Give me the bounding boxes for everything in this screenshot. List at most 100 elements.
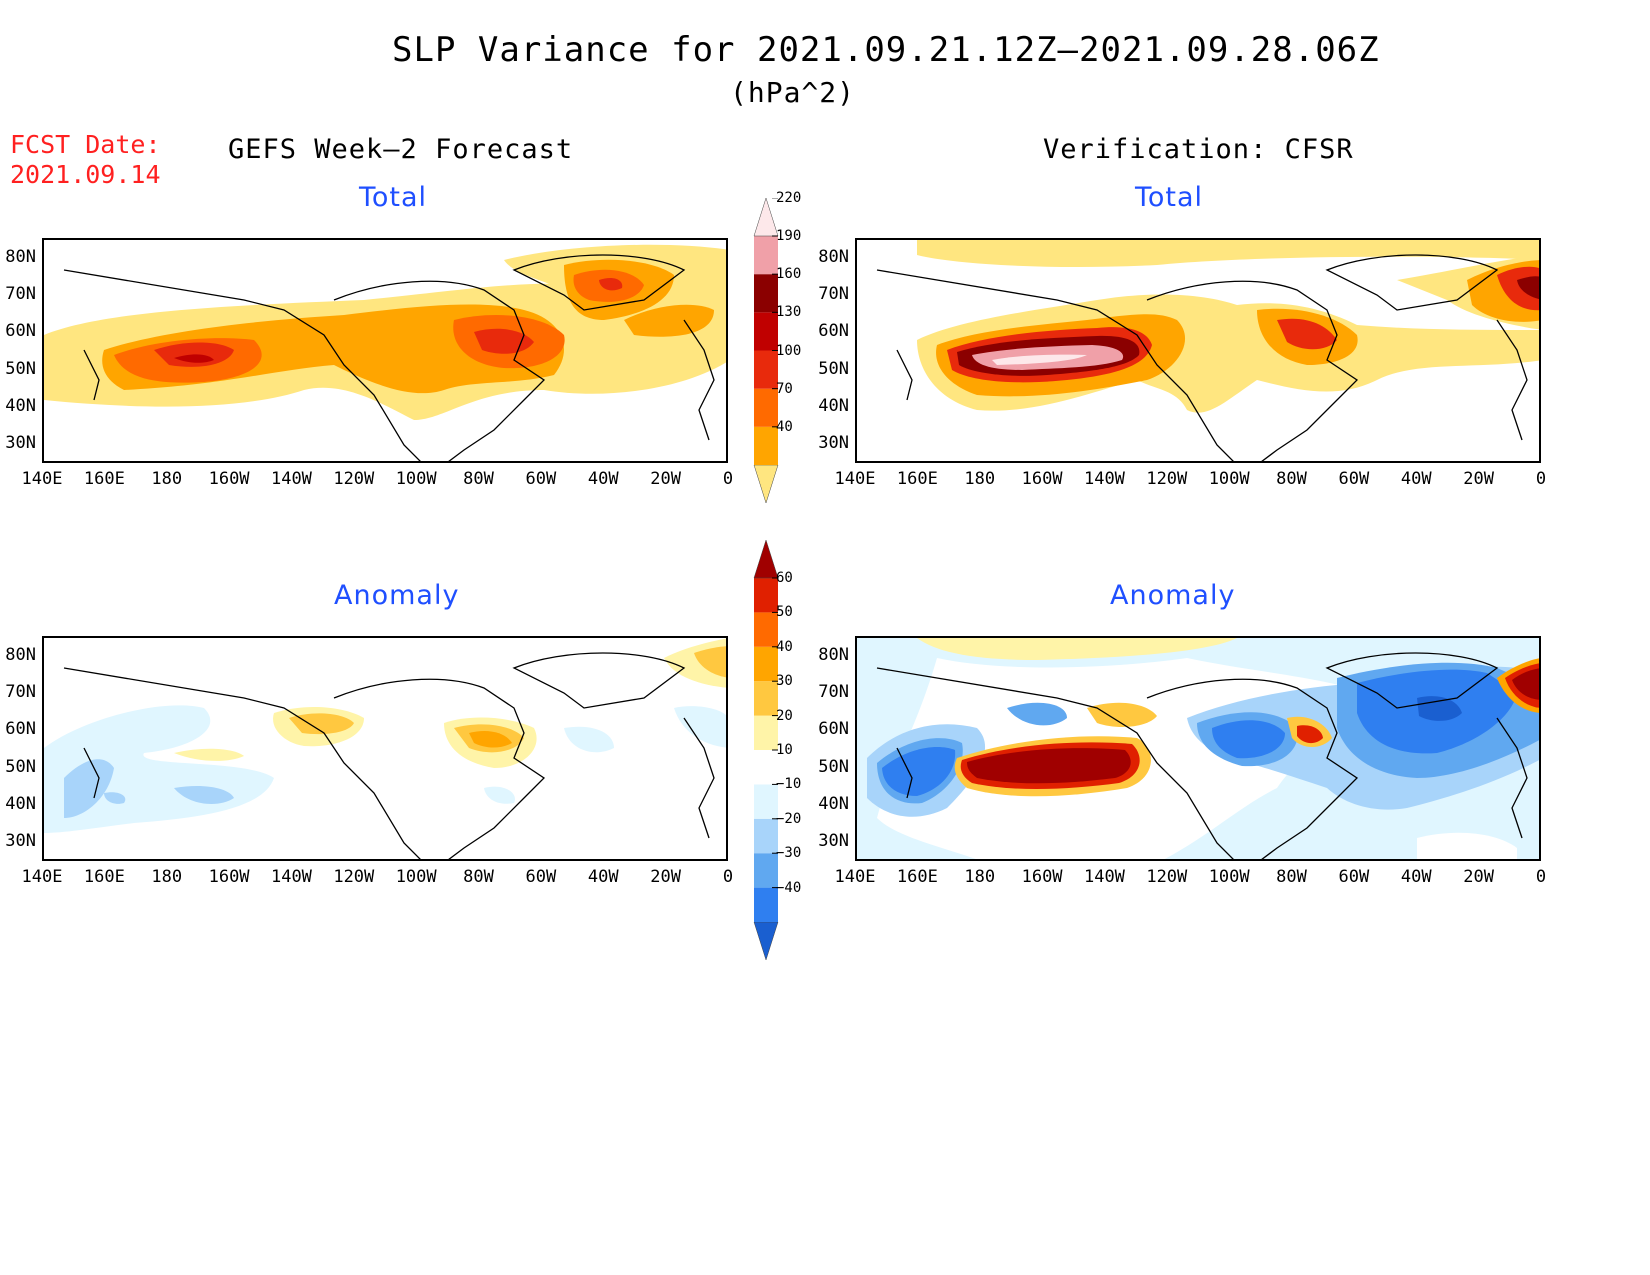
colorbar-level-label: 70 — [776, 380, 793, 397]
x-tick-label: 160W — [1021, 867, 1063, 887]
colorbar-segment — [754, 681, 778, 716]
colorbar-level-label: 40 — [776, 418, 793, 435]
colorbar-segment — [754, 388, 778, 427]
y-tick-label: 60N — [5, 321, 36, 341]
x-tick-label: 180 — [151, 867, 183, 887]
x-tick-label: 60W — [1338, 867, 1370, 887]
x-tick-label: 140E — [834, 469, 876, 489]
colorbar-segment — [754, 350, 778, 389]
verification-anomaly-title: Anomaly — [1110, 580, 1236, 611]
x-tick-label: 0 — [1535, 469, 1547, 489]
x-tick-label: 100W — [1208, 469, 1250, 489]
y-tick-label: 80N — [818, 645, 849, 665]
x-tick-label: 60W — [525, 867, 557, 887]
y-tick-label: 50N — [818, 757, 849, 777]
y-tick-label: 60N — [818, 321, 849, 341]
colorbar-segment — [754, 312, 778, 351]
x-tick-label: 60W — [525, 469, 557, 489]
x-tick-label: 80W — [1276, 867, 1307, 887]
forecast-column-title: GEFS Week–2 Forecast — [228, 134, 574, 165]
x-tick-label: 0 — [722, 469, 734, 489]
colorbar-level-label: 50 — [776, 604, 793, 621]
x-tick-label: 160W — [208, 469, 250, 489]
total-colorbar — [753, 198, 779, 503]
forecast-anomaly-map — [42, 636, 728, 861]
colorbar-level-label: 10 — [776, 742, 793, 758]
colorbar-level-label: 190 — [776, 228, 802, 244]
colorbar-level-label: 20 — [776, 707, 793, 724]
y-tick-label: 70N — [818, 284, 849, 304]
x-tick-label: 160E — [83, 867, 125, 887]
forecast-total-field — [44, 244, 726, 461]
colorbar-segment — [754, 274, 778, 313]
colorbar-min-arrow — [753, 464, 779, 503]
forecast-anomaly-field — [44, 638, 726, 859]
y-tick-label: 40N — [818, 794, 849, 814]
colorbar-level-label: 130 — [776, 304, 802, 321]
x-tick-label: 160E — [83, 469, 125, 489]
y-tick-label: 50N — [5, 757, 36, 777]
x-tick-label: 120W — [1146, 867, 1188, 887]
y-tick-label: 50N — [5, 359, 36, 379]
colorbar-segment — [754, 853, 778, 888]
x-tick-label: 40W — [1400, 469, 1432, 489]
verification-total-title: Total — [1135, 182, 1204, 213]
colorbar-max-arrow — [753, 540, 779, 579]
y-tick-label: 30N — [818, 831, 849, 851]
verification-total-map — [855, 238, 1541, 463]
colorbar-segment — [754, 236, 778, 275]
x-tick-label: 140E — [834, 867, 876, 887]
x-tick-label: 120W — [333, 469, 375, 489]
colorbar-segment — [754, 750, 778, 785]
x-tick-label: 0 — [1535, 867, 1547, 887]
verification-column-title: Verification: CFSR — [1043, 134, 1354, 165]
y-tick-label: 50N — [818, 359, 849, 379]
colorbar-level-label: −40 — [776, 879, 802, 896]
x-tick-label: 80W — [463, 867, 494, 887]
fcst-date-heading: FCST Date: — [10, 130, 161, 159]
x-tick-label: 40W — [587, 469, 619, 489]
y-tick-label: 80N — [5, 247, 36, 267]
x-tick-label: 80W — [1276, 469, 1307, 489]
x-tick-label: 100W — [395, 867, 437, 887]
colorbar-segment — [754, 887, 778, 922]
y-tick-label: 40N — [5, 794, 36, 814]
x-tick-label: 20W — [650, 469, 681, 489]
y-tick-label: 70N — [818, 682, 849, 702]
x-tick-label: 160E — [896, 469, 938, 489]
x-tick-label: 140E — [21, 867, 63, 887]
forecast-total-title: Total — [359, 182, 428, 213]
x-tick-label: 120W — [333, 867, 375, 887]
y-tick-label: 70N — [5, 682, 36, 702]
x-tick-label: 140W — [270, 867, 312, 887]
y-tick-label: 30N — [5, 831, 36, 851]
colorbar-level-label: −30 — [776, 845, 802, 862]
y-tick-label: 30N — [5, 433, 36, 453]
y-tick-label: 40N — [818, 396, 849, 416]
x-tick-label: 140W — [270, 469, 312, 489]
x-tick-label: 140E — [21, 469, 63, 489]
verification-total-field — [876, 240, 1539, 461]
colorbar-segment — [754, 578, 778, 613]
x-tick-label: 160W — [1021, 469, 1063, 489]
colorbar-level-label: 220 — [776, 189, 802, 206]
x-tick-label: 160W — [208, 867, 250, 887]
y-tick-label: 60N — [818, 719, 849, 739]
colorbar-segment — [754, 426, 778, 465]
colorbar-segment — [754, 646, 778, 682]
colorbar-segment — [754, 818, 778, 854]
y-tick-label: 60N — [5, 719, 36, 739]
colorbar-level-label: −20 — [776, 810, 802, 827]
colorbar-segment — [754, 784, 778, 819]
colorbar-max-arrow — [753, 198, 779, 237]
x-tick-label: 100W — [1208, 867, 1250, 887]
verification-anomaly-map — [855, 636, 1541, 861]
forecast-total-map — [42, 238, 728, 463]
x-tick-label: 140W — [1083, 469, 1125, 489]
verification-anomaly-field — [857, 638, 1539, 859]
x-tick-label: 160E — [896, 867, 938, 887]
x-tick-label: 60W — [1338, 469, 1370, 489]
x-tick-label: 0 — [722, 867, 734, 887]
y-tick-label: 80N — [5, 645, 36, 665]
x-tick-label: 40W — [587, 867, 619, 887]
